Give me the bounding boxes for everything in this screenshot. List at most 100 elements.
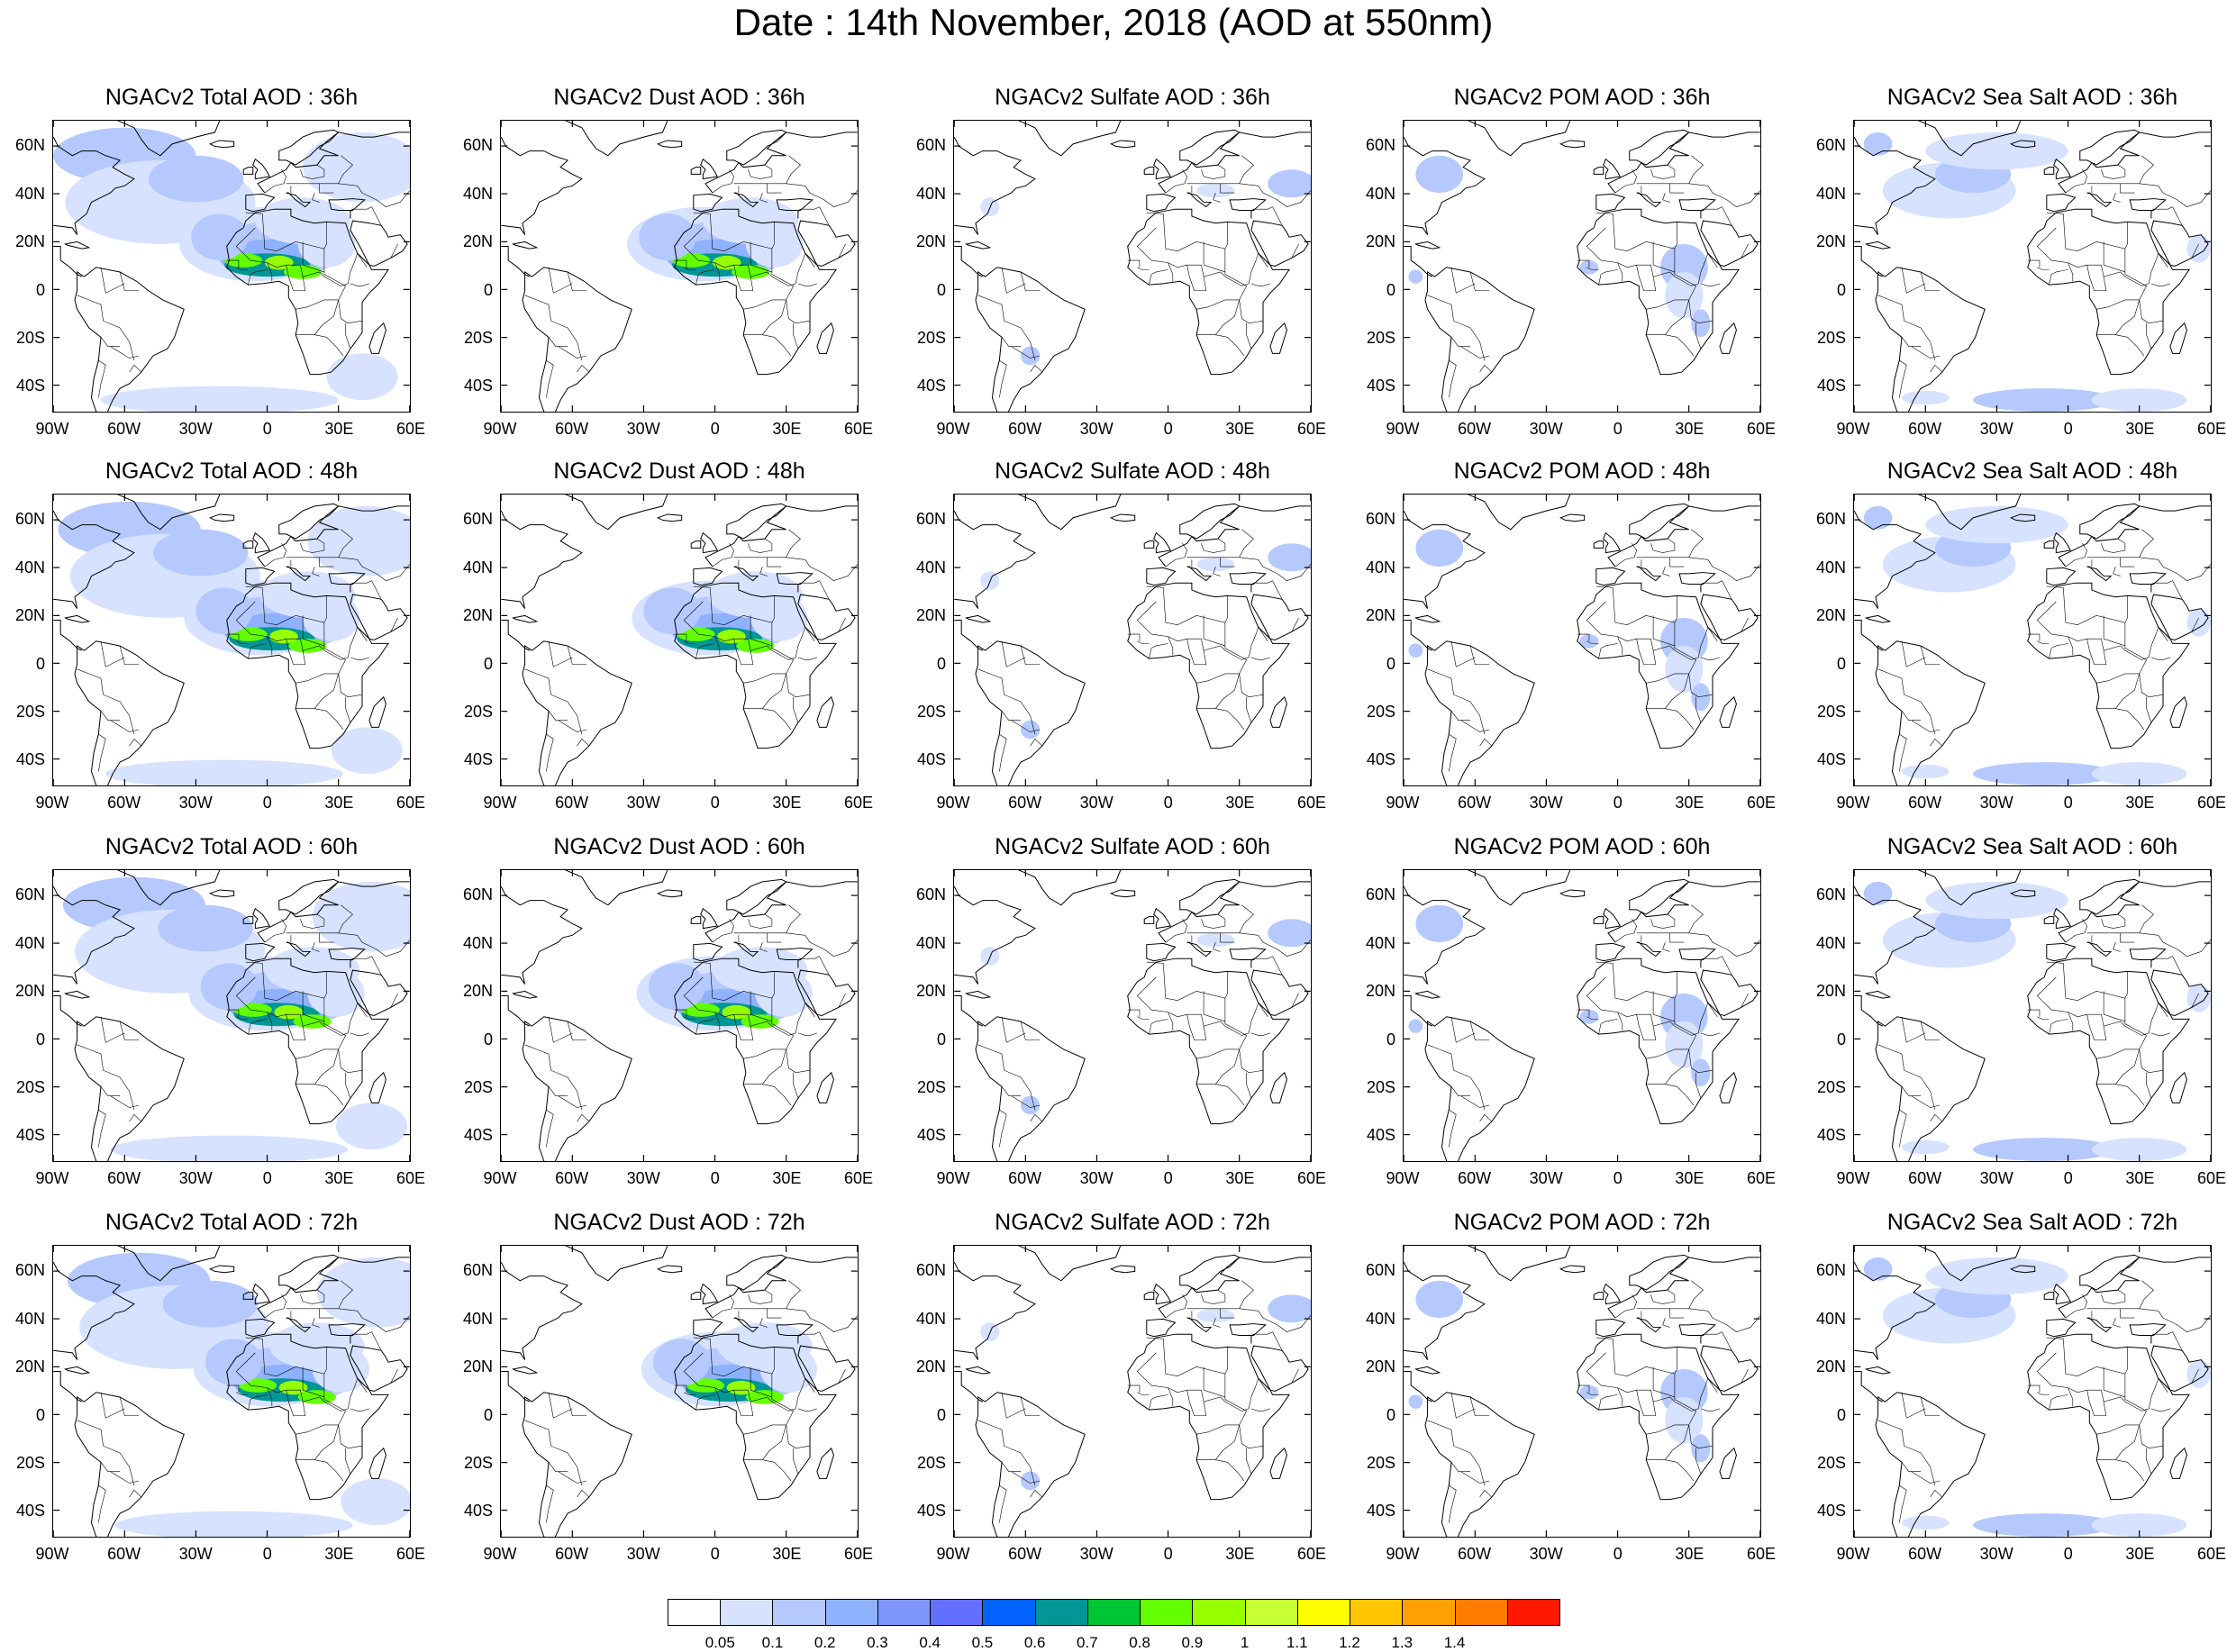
coastline [1158, 132, 1311, 194]
lat-label: 60N [1365, 1261, 1395, 1280]
coastline [1577, 582, 1740, 749]
coastline [733, 566, 759, 582]
country-border [110, 346, 140, 359]
country-border [577, 1113, 590, 1122]
coastline [816, 1071, 834, 1103]
country-border [1662, 942, 1670, 952]
country-border [338, 1280, 353, 1309]
country-border [350, 283, 370, 286]
coastline [1607, 881, 1760, 943]
coastline [816, 322, 834, 354]
country-border [786, 299, 811, 324]
country-border [2153, 206, 2173, 210]
country-border [1700, 657, 1721, 660]
coastline [2053, 1283, 2071, 1305]
country-border [371, 956, 382, 976]
lat-label: 40S [1366, 377, 1395, 395]
lat-label: 40S [1816, 1126, 1846, 1145]
country-border [743, 334, 792, 357]
coastline [1700, 958, 1704, 968]
continent-outline-map [954, 1246, 1311, 1537]
lon-label: 30E [1225, 420, 1255, 438]
panel-title: NGACv2 Total AOD : 60h [105, 834, 359, 859]
coastline [501, 246, 531, 277]
country-border [1899, 359, 1907, 398]
coastline [1404, 246, 1433, 277]
country-border [100, 1462, 121, 1472]
country-border [546, 1484, 554, 1523]
colorbar-swatch [1244, 1599, 1298, 1626]
aod-plume [1665, 1021, 1704, 1068]
aod-plume [1691, 1058, 1711, 1087]
coastline [63, 1366, 91, 1375]
aod-plume [195, 587, 253, 635]
coastline [1636, 941, 1662, 958]
coastline [2169, 1447, 2187, 1479]
country-border [1901, 1016, 1926, 1043]
coastline [1636, 192, 1662, 208]
country-border [286, 183, 358, 186]
coastline [1467, 121, 1571, 157]
aod-plume [736, 639, 775, 653]
lon-label: 30E [1675, 1169, 1704, 1187]
coastline [964, 1366, 992, 1375]
country-border [2158, 1311, 2211, 1332]
lat-label: 60N [1815, 885, 1846, 904]
coastline [704, 1257, 858, 1319]
colorbar-swatch [1350, 1599, 1404, 1626]
country-border [1258, 253, 1268, 268]
lon-label: 60W [1908, 1169, 1942, 1187]
country-border [743, 1084, 792, 1106]
country-border [2191, 993, 2199, 1008]
aod-plume [1925, 1257, 2068, 1295]
coastline [797, 582, 801, 593]
country-border [2096, 708, 2145, 731]
coastline [1413, 241, 1441, 250]
country-border [352, 1331, 372, 1335]
country-border [1586, 227, 1709, 286]
coastline [501, 1261, 583, 1360]
country-border [1741, 993, 1749, 1008]
country-border [264, 919, 286, 943]
aod-plume [269, 629, 298, 644]
country-border [2049, 1019, 2068, 1035]
lon-label: 60E [1746, 1545, 1777, 1563]
country-border [1291, 993, 1299, 1008]
country-border [312, 567, 320, 576]
map-panel [52, 494, 411, 786]
coastline [2086, 192, 2113, 208]
coastline [797, 969, 856, 1017]
coastline [2027, 582, 2190, 749]
lon-label: 30W [1979, 420, 2013, 438]
country-border [797, 1032, 818, 1036]
colorbar-swatch [1454, 1599, 1508, 1626]
country-border [295, 334, 344, 357]
country-border [357, 1003, 368, 1017]
aod-plume [312, 1346, 369, 1393]
coastline [1603, 531, 1621, 554]
coastline [797, 1333, 801, 1344]
country-border [733, 932, 805, 936]
country-border [804, 1003, 815, 1017]
coastline [1424, 640, 1535, 785]
country-border [1250, 283, 1271, 286]
country-border [750, 991, 772, 1022]
country-border [1196, 708, 1245, 731]
lon-label: 30E [2125, 1169, 2155, 1187]
country-border [684, 267, 696, 270]
country-border [1707, 559, 1760, 581]
aod-plume [1415, 904, 1464, 943]
coastline [1127, 208, 1290, 376]
map-panel [1853, 494, 2212, 786]
country-border [2065, 919, 2087, 943]
country-border [2086, 639, 2107, 665]
country-border [1911, 1471, 1941, 1484]
country-border [695, 1394, 715, 1411]
country-border [1688, 1048, 1713, 1074]
country-border [1930, 738, 1943, 747]
country-border [300, 1289, 325, 1304]
coastline [564, 1246, 668, 1282]
lon-label: 0 [1163, 1545, 1173, 1563]
lon-label: 0 [2063, 420, 2073, 438]
lat-label: 20N [1815, 982, 1846, 1001]
